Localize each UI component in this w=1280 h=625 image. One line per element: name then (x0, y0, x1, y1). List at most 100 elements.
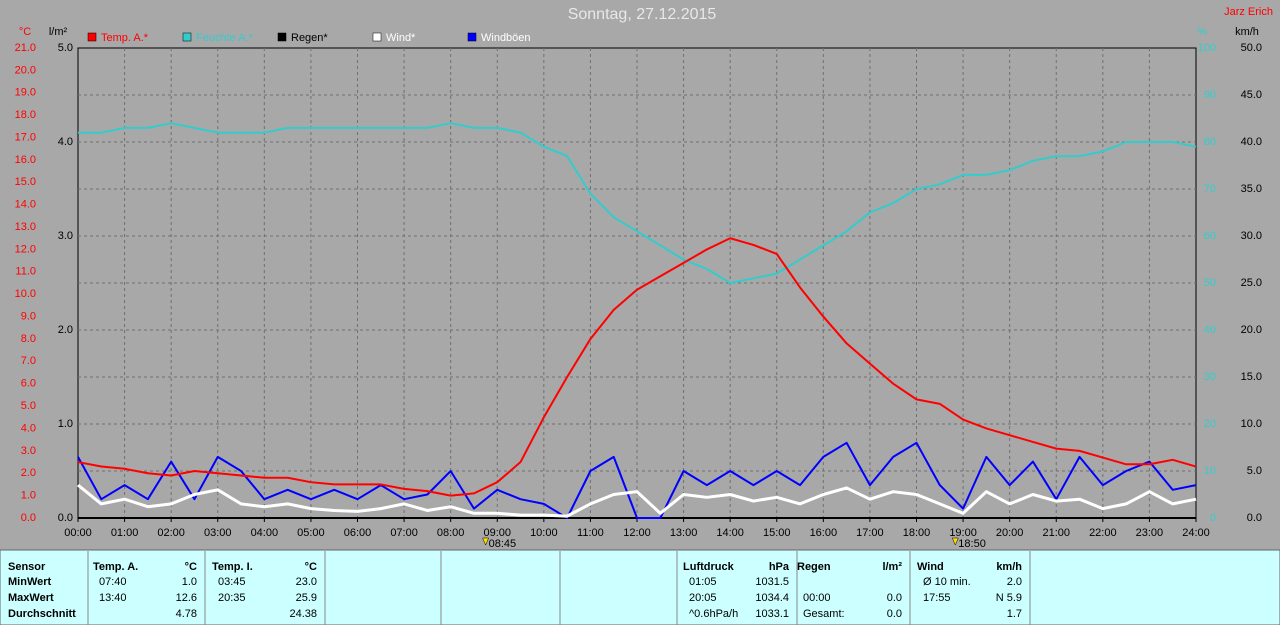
stats-time: Gesamt: (803, 608, 845, 620)
y-tick-label: 8.0 (21, 333, 36, 345)
sun-marker (482, 537, 489, 546)
stats-time: 01:05 (689, 576, 717, 588)
legend-swatch (467, 32, 477, 42)
x-tick-label: 20:00 (996, 527, 1024, 539)
y3-tick-label: 50 (1204, 277, 1216, 289)
y4-tick-label: 20.0 (1241, 324, 1262, 336)
y4-tick-label: 15.0 (1241, 371, 1262, 383)
stats-unit: °C (305, 561, 317, 573)
x-tick-label: 09:00 (483, 527, 511, 539)
series-line (77, 237, 1197, 497)
y-tick-label: 19.0 (15, 87, 36, 99)
y-tick-label: 21.0 (15, 42, 36, 54)
legend-swatch (277, 32, 287, 42)
stats-time: 00:00 (803, 592, 831, 604)
stats-unit: °C (185, 561, 197, 573)
y2-tick-label: 4.0 (58, 136, 73, 148)
y-tick-label: 18.0 (15, 109, 36, 121)
y4-tick-label: 0.0 (1247, 512, 1262, 524)
y-tick-label: 14.0 (15, 199, 36, 211)
y2-tick-label: 0.0 (58, 512, 73, 524)
stats-value: 4.78 (176, 608, 197, 620)
stats-unit: l/m² (882, 561, 902, 573)
y3-tick-label: 0 (1210, 512, 1216, 524)
stats-value: 0.0 (887, 608, 902, 620)
y3-tick-label: 10 (1204, 465, 1216, 477)
y-tick-label: 6.0 (21, 378, 36, 390)
stats-value: 1034.4 (755, 592, 789, 604)
stats-value: 1.0 (182, 576, 197, 588)
y3-tick-label: 30 (1204, 371, 1216, 383)
axis-unit: % (1197, 26, 1207, 38)
y4-tick-label: 40.0 (1241, 136, 1262, 148)
x-tick-label: 12:00 (623, 527, 651, 539)
y3-tick-label: 60 (1204, 230, 1216, 242)
x-tick-label: 13:00 (670, 527, 698, 539)
legend-label: Feuchte A.* (196, 32, 254, 44)
x-tick-label: 24:00 (1182, 527, 1210, 539)
y-tick-label: 1.0 (21, 490, 36, 502)
stats-header: Regen (797, 561, 831, 573)
legend-swatch (182, 32, 192, 42)
stats-time: 20:05 (689, 592, 717, 604)
stats-panel (0, 549, 1280, 625)
stats-unit: km/h (996, 561, 1022, 573)
x-tick-label: 08:00 (437, 527, 465, 539)
y-tick-label: 16.0 (15, 154, 36, 166)
sun-time: 18:50 (958, 538, 986, 550)
stats-header: Temp. I. (212, 561, 253, 573)
x-tick-label: 14:00 (716, 527, 744, 539)
stats-row-label: MaxWert (8, 592, 54, 604)
legend-swatch (87, 32, 97, 42)
y-tick-label: 11.0 (15, 266, 36, 278)
legend-label: Wind* (386, 32, 416, 44)
y4-tick-label: 50.0 (1241, 42, 1262, 54)
axis-unit: l/m² (49, 26, 68, 38)
y3-tick-label: 90 (1204, 89, 1216, 101)
stats-value: 1033.1 (755, 608, 789, 620)
stats-row-label: Sensor (8, 561, 46, 573)
legend-label: Temp. A.* (101, 32, 149, 44)
series-line (77, 441, 1197, 519)
x-tick-label: 00:00 (64, 527, 92, 539)
x-tick-label: 07:00 (390, 527, 418, 539)
legend-label: Regen* (291, 32, 328, 44)
stats-time: 13:40 (99, 592, 127, 604)
x-tick-label: 05:00 (297, 527, 325, 539)
y4-tick-label: 10.0 (1241, 418, 1262, 430)
stats-header: Luftdruck (683, 561, 735, 573)
stats-unit: hPa (769, 561, 790, 573)
legend-label: Windböen (481, 32, 531, 44)
y-tick-label: 2.0 (21, 467, 36, 479)
y4-tick-label: 35.0 (1241, 183, 1262, 195)
y2-tick-label: 1.0 (58, 418, 73, 430)
series-line (77, 483, 1197, 518)
y-tick-label: 3.0 (21, 445, 36, 457)
stats-row-label: MinWert (8, 576, 52, 588)
x-tick-label: 23:00 (1136, 527, 1164, 539)
x-tick-label: 10:00 (530, 527, 558, 539)
stats-value: N 5.9 (996, 592, 1022, 604)
y2-tick-label: 3.0 (58, 230, 73, 242)
y4-tick-label: 5.0 (1247, 465, 1262, 477)
stats-value: 24.38 (289, 608, 317, 620)
stats-value: 12.6 (176, 592, 197, 604)
stats-value: 2.0 (1007, 576, 1022, 588)
stats-time: 07:40 (99, 576, 127, 588)
x-tick-label: 11:00 (577, 527, 604, 539)
stats-row-label: Durchschnitt (8, 608, 76, 620)
author: Jarz Erich (1224, 6, 1273, 18)
stats-value: 1031.5 (755, 576, 789, 588)
axis-unit: °C (19, 26, 31, 38)
x-tick-label: 17:00 (856, 527, 884, 539)
y-tick-label: 17.0 (15, 131, 36, 143)
y4-tick-label: 25.0 (1241, 277, 1262, 289)
stats-value: 0.0 (887, 592, 902, 604)
stats-value: 25.9 (296, 592, 317, 604)
y-tick-label: 10.0 (15, 288, 36, 300)
y-tick-label: 4.0 (21, 422, 36, 434)
stats-time: Ø 10 min. (923, 576, 971, 588)
y-tick-label: 15.0 (15, 176, 36, 188)
x-tick-label: 02:00 (157, 527, 185, 539)
stats-time: 20:35 (218, 592, 246, 604)
